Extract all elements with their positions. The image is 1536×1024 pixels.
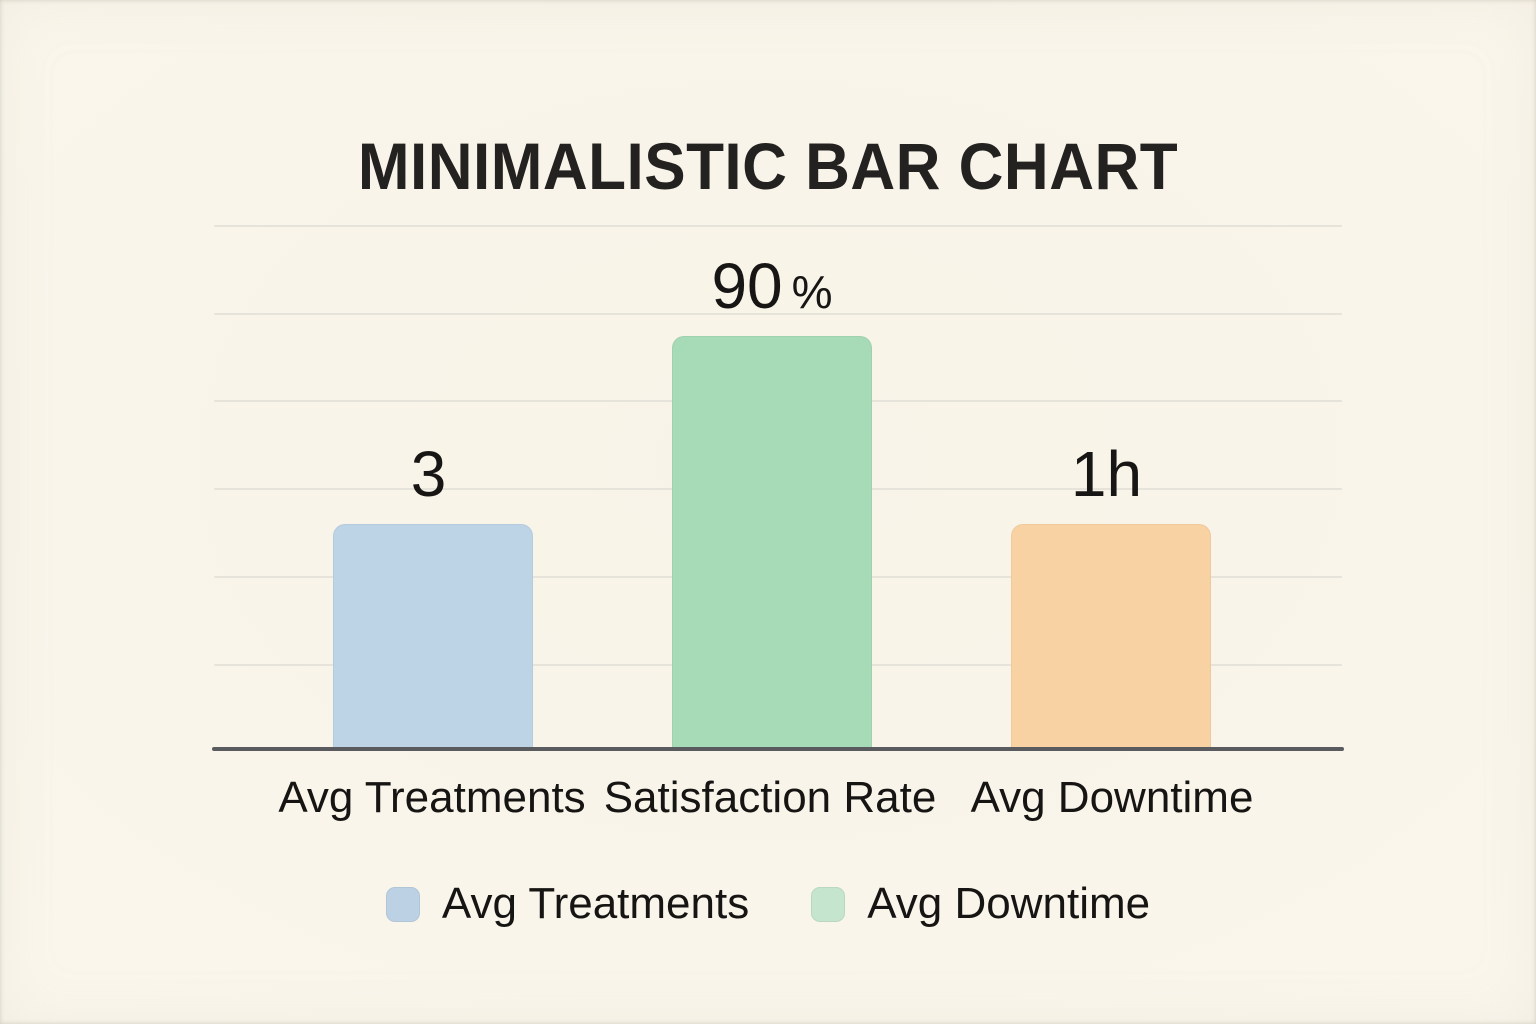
- bar-slot-avg-downtime: 1h: [1011, 442, 1211, 748]
- bar-value-number: 1h: [1070, 438, 1143, 510]
- chart-title: MINIMALISTIC BAR CHART: [357, 129, 1179, 204]
- legend-swatch-green: [811, 886, 846, 922]
- plot-area: 3 90% 1h: [212, 225, 1344, 751]
- bar-value-label: 3: [411, 442, 456, 506]
- bar-value-number: 90: [711, 250, 783, 322]
- legend-item-avg-downtime: Avg Downtime: [811, 882, 1150, 926]
- bar-group: 3 90% 1h: [214, 254, 1342, 748]
- gridline: [214, 225, 1342, 227]
- legend: Avg Treatments Avg Downtime: [0, 882, 1536, 926]
- x-axis-label-avg-treatments: Avg Treatments: [278, 773, 586, 822]
- x-axis-line: [212, 747, 1344, 751]
- legend-label: Avg Treatments: [441, 879, 750, 928]
- bar-value-suffix: %: [791, 266, 833, 318]
- bar-avg-treatments: [333, 524, 533, 748]
- bar-slot-avg-treatments: 3: [333, 442, 533, 748]
- x-axis-label-avg-downtime: Avg Downtime: [970, 773, 1254, 822]
- bar-slot-satisfaction-rate: 90%: [672, 254, 872, 748]
- bar-satisfaction-rate: [672, 336, 872, 748]
- gridline: [214, 313, 1342, 315]
- x-axis-label-satisfaction-rate: Satisfaction Rate: [603, 773, 937, 822]
- bar-value-number: 3: [410, 438, 447, 510]
- bar-avg-downtime: [1011, 524, 1211, 748]
- legend-label: Avg Downtime: [867, 879, 1151, 928]
- legend-swatch-blue: [385, 886, 420, 922]
- bar-value-label: 1h: [1071, 442, 1151, 506]
- legend-item-avg-treatments: Avg Treatments: [385, 879, 750, 928]
- bar-value-label: 90%: [711, 254, 832, 318]
